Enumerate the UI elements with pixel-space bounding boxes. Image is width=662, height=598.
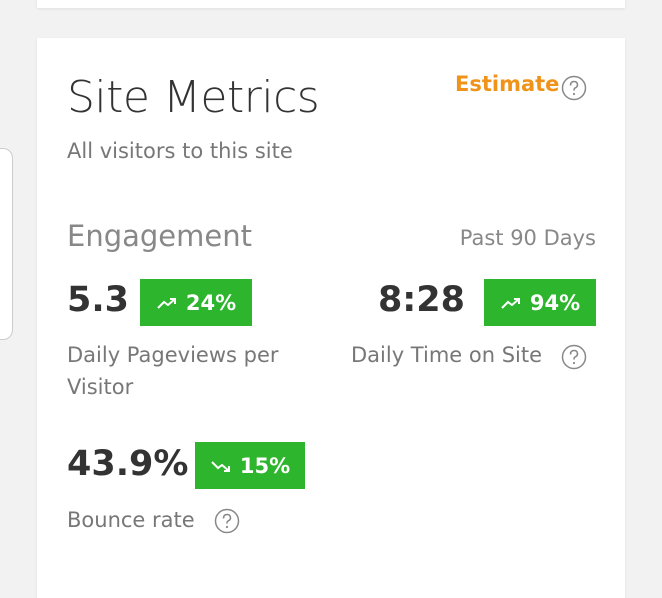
help-icon[interactable] <box>214 508 240 534</box>
metric-value: 5.3 <box>67 280 130 320</box>
trend-line <box>157 297 176 309</box>
change-badge: 24% <box>140 279 252 326</box>
change-value: 15% <box>239 453 291 478</box>
period-label: Past 90 Days <box>459 226 596 250</box>
trend-icon <box>157 297 176 309</box>
metric-label: Daily Pageviews per Visitor <box>67 343 279 399</box>
help-icon[interactable] <box>561 75 587 101</box>
card-title: Site Metrics <box>67 72 320 123</box>
change-value: 94% <box>529 290 581 315</box>
help-circle <box>561 75 587 101</box>
help-dot <box>572 92 576 96</box>
help-icon[interactable] <box>561 344 587 370</box>
trend-line <box>211 460 230 472</box>
help-circle <box>214 508 240 534</box>
trend-line <box>501 297 520 309</box>
trend-head <box>513 297 520 304</box>
change-badge: 94% <box>484 279 596 326</box>
side-panel <box>0 148 13 340</box>
page: Site Metrics All visitors to this site E… <box>0 0 625 598</box>
help-dot <box>572 361 576 365</box>
card-subtitle: All visitors to this site <box>67 139 293 163</box>
trend-icon <box>501 297 520 309</box>
trend-icon <box>211 460 230 472</box>
help-circle <box>561 344 587 370</box>
estimate-label: Estimate <box>455 72 560 96</box>
metric-label: Bounce rate <box>67 508 195 532</box>
help-dot <box>225 525 229 529</box>
help-glyph <box>569 349 579 360</box>
metric-value: 43.9% <box>67 444 189 484</box>
help-glyph <box>569 80 579 91</box>
section-title: Engagement <box>67 219 252 253</box>
trend-head <box>223 465 230 472</box>
metric-label: Daily Time on Site <box>351 343 543 367</box>
trend-head <box>169 297 176 304</box>
change-badge: 15% <box>195 442 305 489</box>
metric-value: 8:28 <box>377 280 465 320</box>
help-glyph <box>222 513 232 524</box>
change-value: 24% <box>185 290 237 315</box>
previous-card <box>37 0 625 8</box>
